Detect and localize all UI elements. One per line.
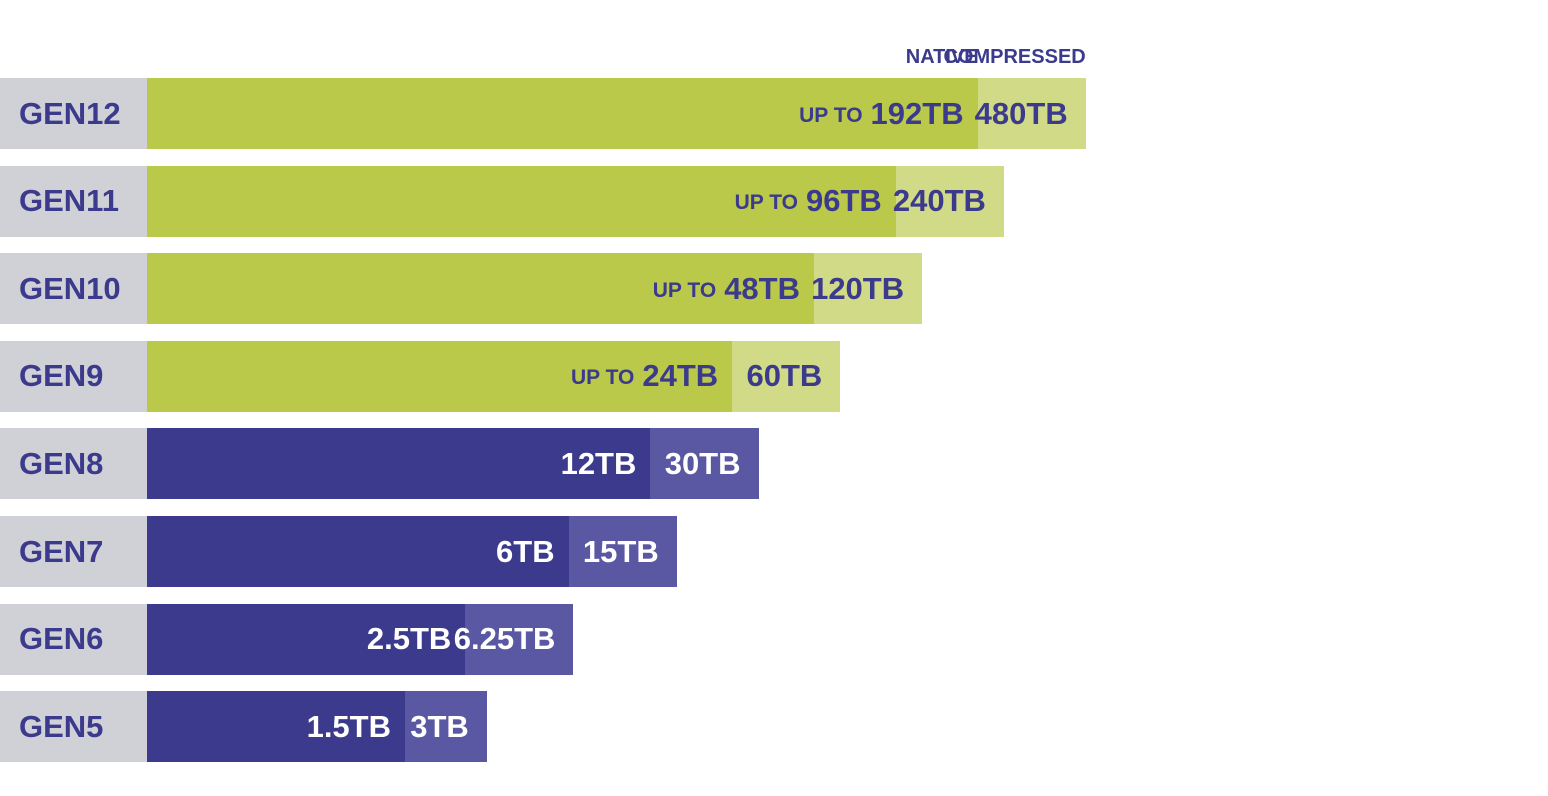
bar-row: GEN9 UP TO 24TB 60TB — [0, 340, 841, 412]
compressed-bar: 240TB — [892, 165, 1004, 237]
native-value-prefix: UP TO — [799, 103, 863, 127]
category-label-cell: GEN10 — [0, 253, 147, 325]
category-label-cell: GEN7 — [0, 516, 147, 587]
compressed-bar: 480TB — [974, 78, 1086, 149]
native-bar: UP TO 24TB — [147, 340, 733, 412]
compressed-bar: 60TB — [732, 340, 841, 412]
category-label-cell: GEN12 — [0, 78, 147, 149]
category-label-cell: GEN8 — [0, 428, 147, 500]
category-label: GEN12 — [19, 95, 121, 131]
native-bar: UP TO 48TB — [147, 253, 814, 325]
native-value-prefix: UP TO — [570, 366, 635, 390]
bar-row: GEN10 UP TO 48TB 120TB — [0, 253, 923, 325]
compressed-value-label: 120TB — [811, 270, 905, 306]
compressed-bar: 30TB — [650, 428, 759, 500]
compressed-value-label: 30TB — [664, 445, 741, 481]
category-label: GEN11 — [19, 183, 119, 219]
native-bar: 12TB — [147, 428, 651, 500]
bar-row: GEN6 2.5TB 6.25TB — [0, 603, 574, 675]
native-value-label: 96TB — [805, 183, 882, 219]
category-label: GEN5 — [19, 708, 104, 744]
compressed-value-label: 6.25TB — [453, 621, 556, 657]
category-label-cell: GEN9 — [0, 340, 147, 412]
native-header-label: NATIVE — [905, 46, 978, 68]
native-value-label: 48TB — [724, 270, 800, 306]
bar-row: GEN12 UP TO 192TB 480TB — [0, 78, 1086, 149]
category-label-cell: GEN5 — [0, 691, 147, 763]
compressed-bar: 6.25TB — [454, 603, 574, 675]
native-value-label: 192TB — [870, 95, 964, 131]
compressed-value-label: 15TB — [582, 533, 659, 569]
native-value-label: 6TB — [496, 533, 555, 569]
native-value-label: 2.5TB — [366, 621, 452, 657]
category-label: GEN6 — [19, 621, 104, 657]
category-label-cell: GEN11 — [0, 165, 147, 237]
category-label: GEN9 — [19, 358, 104, 394]
native-bar: 1.5TB — [147, 691, 405, 763]
bar-row: GEN5 1.5TB 3TB — [0, 691, 487, 763]
compressed-bar: 120TB — [811, 253, 923, 325]
native-value-label: 24TB — [642, 358, 719, 394]
compressed-value-label: 3TB — [410, 708, 469, 744]
native-bar: UP TO 96TB — [147, 165, 896, 237]
native-value-prefix: UP TO — [734, 191, 798, 215]
compressed-bar: 15TB — [568, 516, 677, 587]
native-value-prefix: UP TO — [652, 278, 717, 302]
compressed-value-label: 240TB — [892, 183, 986, 219]
compressed-value-label: 480TB — [974, 95, 1068, 131]
category-label-cell: GEN6 — [0, 603, 147, 675]
native-bar: 6TB — [147, 516, 569, 587]
native-bar: 2.5TB — [147, 603, 466, 675]
bar-row: GEN8 12TB 30TB — [0, 428, 759, 500]
compressed-value-label: 60TB — [746, 358, 823, 394]
category-label: GEN7 — [19, 533, 104, 569]
bar-row: GEN7 6TB 15TB — [0, 516, 677, 587]
native-value-label: 1.5TB — [306, 708, 391, 744]
compressed-bar: 3TB — [405, 691, 487, 763]
bar-row: GEN11 UP TO 96TB 240TB — [0, 165, 1004, 237]
native-bar: UP TO 192TB — [147, 78, 978, 149]
category-label: GEN10 — [19, 270, 121, 306]
compressed-header-label: COMPRESSED — [943, 46, 1086, 68]
native-value-label: 12TB — [560, 445, 637, 481]
category-label: GEN8 — [19, 445, 104, 481]
